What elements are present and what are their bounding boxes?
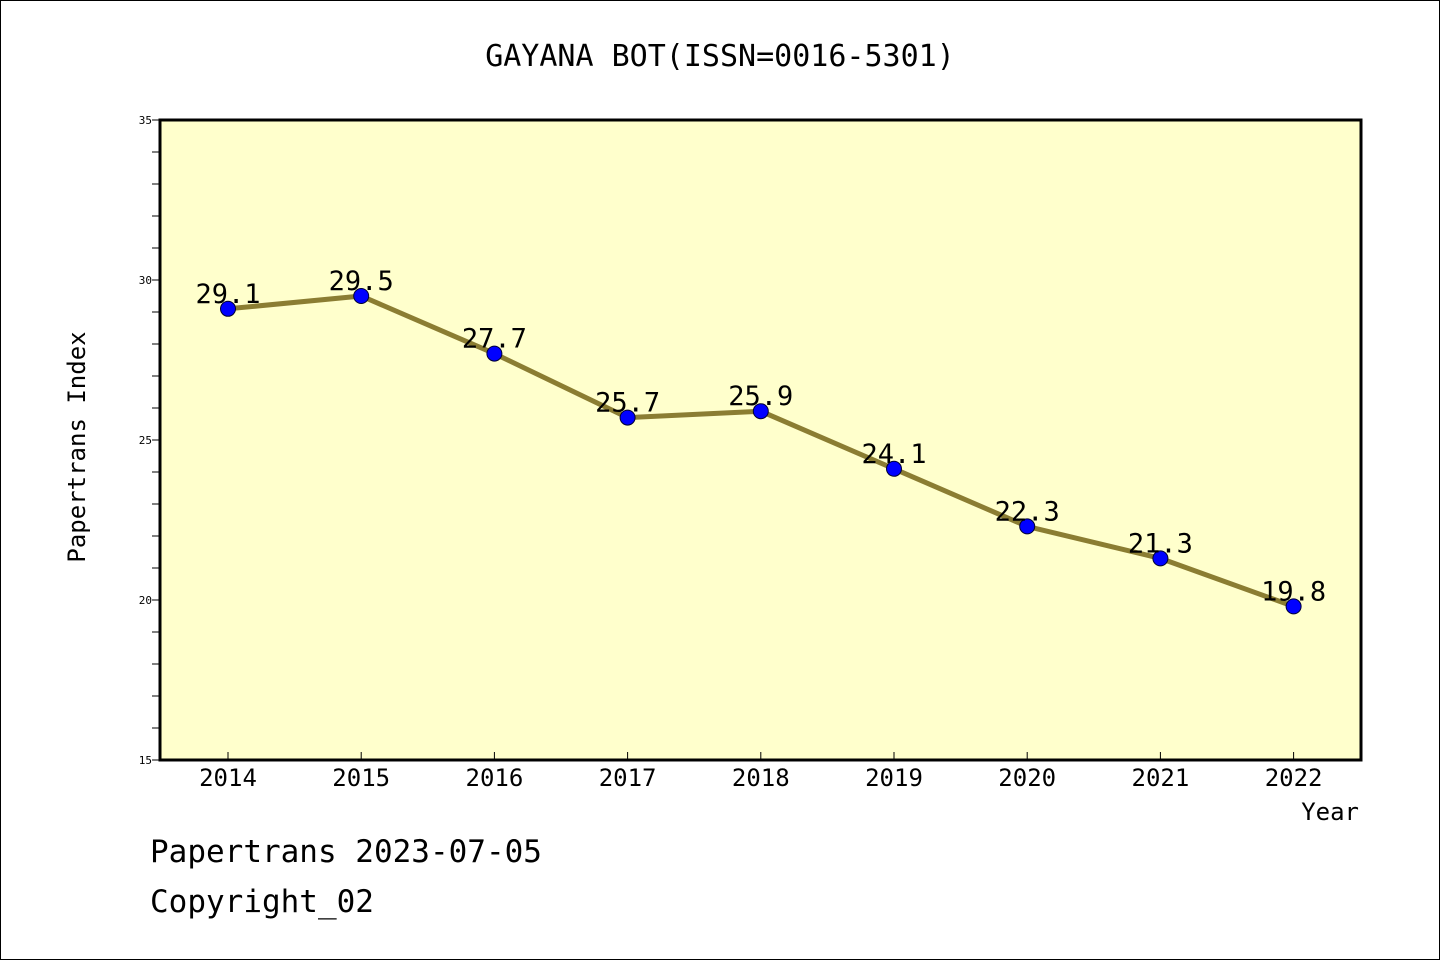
data-label: 19.8 xyxy=(1261,576,1326,607)
data-point xyxy=(752,403,769,420)
chart-title: GAYANA BOT(ISSN=0016-5301) xyxy=(485,39,955,74)
x-tick-label: 2018 xyxy=(732,764,790,792)
data-label: 22.3 xyxy=(995,496,1060,527)
data-point xyxy=(220,300,236,317)
x-tick-label: 2022 xyxy=(1265,764,1323,792)
data-label: 24.1 xyxy=(861,439,926,470)
x-tick-label: 2014 xyxy=(199,764,257,792)
data-point xyxy=(886,460,902,477)
x-tick-label: 2019 xyxy=(865,764,923,792)
data-point xyxy=(619,409,636,426)
plot-area xyxy=(160,120,1361,760)
data-label: 27.7 xyxy=(462,324,527,355)
x-tick-label: 2020 xyxy=(998,764,1056,792)
x-tick-label: 2016 xyxy=(466,764,524,792)
data-label: 25.9 xyxy=(728,381,793,412)
x-tick-label: 2021 xyxy=(1132,764,1190,792)
data-point xyxy=(486,345,503,362)
data-point xyxy=(1285,598,1302,615)
y-tick-label: 15 xyxy=(139,754,152,767)
plot-border xyxy=(158,118,1363,762)
footer-date: Papertrans 2023-07-05 xyxy=(150,834,542,870)
y-tick-label: 25 xyxy=(139,434,152,447)
y-tick-label: 30 xyxy=(139,274,152,287)
x-tick-label: 2015 xyxy=(332,764,390,792)
data-label: 29.5 xyxy=(329,266,394,297)
data-point xyxy=(1152,550,1169,567)
footer-copyright: Copyright_02 xyxy=(150,884,374,920)
y-tick-label: 35 xyxy=(139,114,152,127)
data-label: 29.1 xyxy=(195,279,260,310)
data-label: 21.3 xyxy=(1128,528,1193,559)
data-label: 25.7 xyxy=(595,388,660,419)
data-point xyxy=(353,288,370,304)
data-point xyxy=(1019,518,1036,535)
x-tick-label: 2017 xyxy=(599,764,657,792)
x-axis-label: Year xyxy=(1301,798,1359,826)
y-tick-label: 20 xyxy=(139,594,152,607)
y-axis-label: Papertrans Index xyxy=(63,331,91,562)
